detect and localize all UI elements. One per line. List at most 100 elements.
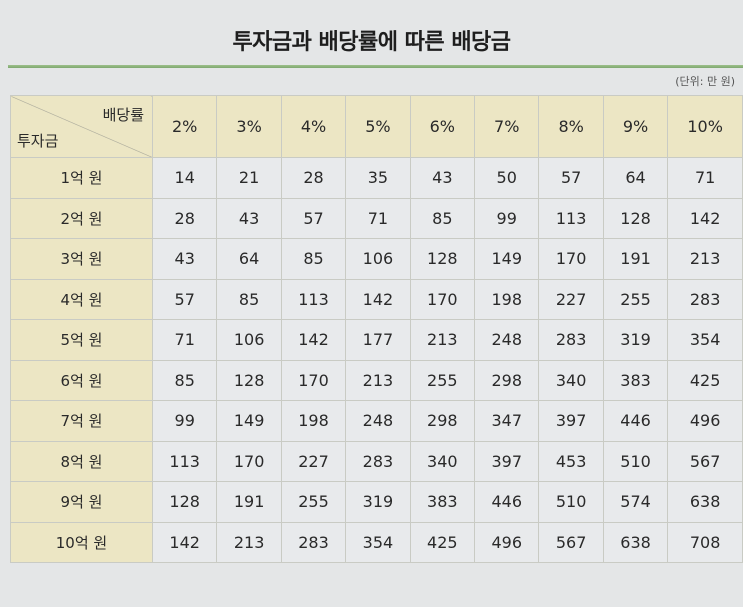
table-cell: 14 [151, 157, 218, 199]
table-cell: 142 [667, 197, 743, 239]
table-cell: 170 [409, 278, 476, 320]
row-header: 2억 원 [10, 197, 153, 239]
table-cell: 64 [602, 157, 669, 199]
column-header: 6% [409, 95, 476, 158]
table-cell: 213 [409, 319, 476, 361]
table-cell: 57 [538, 157, 604, 199]
unit-note: (단위: 만 원) [675, 75, 735, 88]
table-row: 10억 원 142 213 283 354 425 496 567 638 708 [10, 521, 743, 563]
column-header: 3% [216, 95, 282, 158]
table-cell: 149 [216, 400, 282, 442]
table-cell: 425 [667, 359, 743, 401]
table-cell: 128 [409, 238, 476, 280]
table-cell: 227 [538, 278, 604, 320]
table-cell: 319 [345, 481, 411, 523]
row-header: 8억 원 [10, 440, 153, 482]
table-cell: 85 [280, 238, 347, 280]
table-cell: 106 [345, 238, 411, 280]
table-cell: 574 [602, 481, 669, 523]
table-cell: 446 [602, 400, 669, 442]
table-cell: 57 [280, 197, 347, 239]
table-cell: 128 [151, 481, 218, 523]
table-cell: 340 [409, 440, 476, 482]
table-cell: 354 [345, 521, 411, 563]
column-header: 4% [280, 95, 347, 158]
column-header: 5% [345, 95, 411, 158]
table-cell: 283 [345, 440, 411, 482]
table-cell: 708 [667, 521, 743, 563]
table-cell: 170 [280, 359, 347, 401]
row-header: 4억 원 [10, 278, 153, 320]
table-cell: 397 [538, 400, 604, 442]
table-cell: 255 [409, 359, 476, 401]
table-cell: 71 [151, 319, 218, 361]
table-cell: 99 [474, 197, 540, 239]
table-row: 2억 원 28 43 57 71 85 99 113 128 142 [10, 197, 743, 239]
table-row: 6억 원 85 128 170 213 255 298 340 383 425 [10, 359, 743, 401]
table-cell: 71 [345, 197, 411, 239]
table-cell: 113 [280, 278, 347, 320]
corner-row-label: 투자금 [17, 132, 59, 150]
table-row: 9억 원 128 191 255 319 383 446 510 574 638 [10, 481, 743, 523]
table-cell: 510 [602, 440, 669, 482]
table-cell: 397 [474, 440, 540, 482]
table-cell: 227 [280, 440, 347, 482]
table-cell: 213 [216, 521, 282, 563]
table-cell: 510 [538, 481, 604, 523]
table-cell: 354 [667, 319, 743, 361]
table-cell: 28 [280, 157, 347, 199]
page-title: 투자금과 배당률에 따른 배당금 [232, 30, 511, 55]
table-row: 3억 원 43 64 85 106 128 149 170 191 213 [10, 238, 743, 280]
table-cell: 113 [151, 440, 218, 482]
title-divider [8, 65, 743, 68]
column-header: 8% [538, 95, 604, 158]
table-cell: 248 [345, 400, 411, 442]
table-cell: 149 [474, 238, 540, 280]
table-cell: 170 [538, 238, 604, 280]
table-cell: 255 [280, 481, 347, 523]
table-cell: 198 [474, 278, 540, 320]
table-cell: 213 [345, 359, 411, 401]
table-cell: 50 [474, 157, 540, 199]
table-cell: 347 [474, 400, 540, 442]
table-cell: 453 [538, 440, 604, 482]
table-cell: 496 [474, 521, 540, 563]
table-cell: 319 [602, 319, 669, 361]
table-cell: 191 [602, 238, 669, 280]
table-cell: 383 [409, 481, 476, 523]
table-cell: 283 [538, 319, 604, 361]
table-cell: 28 [151, 197, 218, 239]
table-row: 7억 원 99 149 198 248 298 347 397 446 496 [10, 400, 743, 442]
row-header: 7억 원 [10, 400, 153, 442]
table-cell: 567 [667, 440, 743, 482]
table-cell: 496 [667, 400, 743, 442]
column-header: 7% [474, 95, 540, 158]
table-cell: 283 [667, 278, 743, 320]
table-cell: 191 [216, 481, 282, 523]
table-cell: 57 [151, 278, 218, 320]
table-cell: 567 [538, 521, 604, 563]
table-cell: 106 [216, 319, 282, 361]
table-cell: 213 [667, 238, 743, 280]
table-cell: 383 [602, 359, 669, 401]
table-cell: 64 [216, 238, 282, 280]
table-cell: 283 [280, 521, 347, 563]
row-header: 9억 원 [10, 481, 153, 523]
table-cell: 128 [602, 197, 669, 239]
column-header: 9% [602, 95, 669, 158]
table-row: 5억 원 71 106 142 177 213 248 283 319 354 [10, 319, 743, 361]
corner-col-label: 배당률 [102, 106, 144, 124]
table-cell: 128 [216, 359, 282, 401]
header-row: 배당률 투자금 2% 3% 4% 5% 6% 7% 8% 9% 10% [10, 95, 743, 158]
table-cell: 177 [345, 319, 411, 361]
table-cell: 638 [667, 481, 743, 523]
table-cell: 43 [151, 238, 218, 280]
table-cell: 85 [151, 359, 218, 401]
table-cell: 170 [216, 440, 282, 482]
column-header: 2% [151, 95, 218, 158]
row-header: 6억 원 [10, 359, 153, 401]
row-header: 10억 원 [10, 521, 153, 563]
table-cell: 142 [151, 521, 218, 563]
table-cell: 340 [538, 359, 604, 401]
table-cell: 638 [602, 521, 669, 563]
